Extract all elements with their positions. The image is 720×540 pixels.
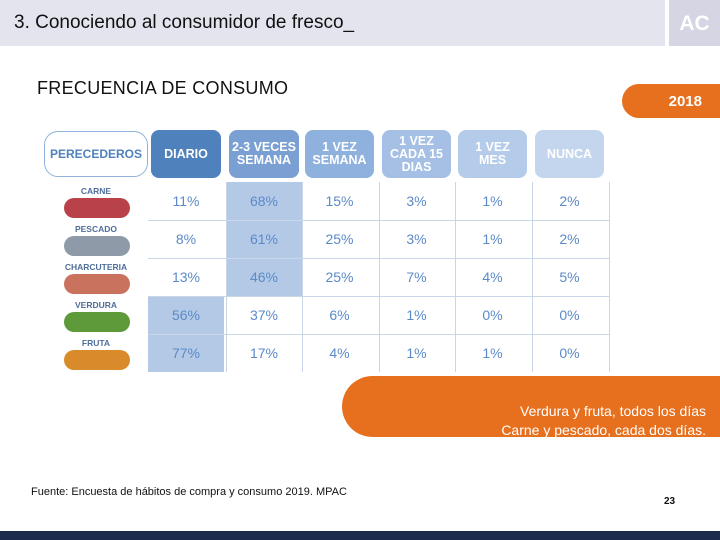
section-title: FRECUENCIA DE CONSUMO: [37, 78, 289, 98]
header-bar: 3. Conociendo al consumidor de fresco_: [0, 0, 665, 46]
logo: AC: [669, 0, 720, 46]
table-cell: 37%: [249, 307, 279, 323]
table-cell: 17%: [249, 345, 279, 361]
table-cell: 25%: [325, 269, 354, 285]
food-image: [64, 312, 130, 332]
note-line-1: Verdura y fruta, todos los días: [520, 403, 706, 419]
table-cell: 2%: [559, 231, 580, 247]
table-cell: 3%: [406, 231, 427, 247]
table-cell: 7%: [406, 269, 427, 285]
table-cell: 0%: [482, 307, 503, 323]
table-cell: 4%: [482, 269, 503, 285]
source-text: Fuente: Encuesta de hábitos de compra y …: [31, 486, 347, 498]
grid-line: [148, 220, 610, 221]
grid-line: [379, 182, 380, 372]
grid-line: [609, 182, 610, 372]
table-cell: 1%: [482, 193, 503, 209]
column-header: 1 VEZ CADA 15 DIAS: [382, 130, 451, 178]
grid-line: [532, 182, 533, 372]
column-header: DIARIO: [151, 130, 221, 178]
grid-line: [148, 258, 610, 259]
table-cell: 0%: [559, 345, 580, 361]
year-label: 2018: [668, 93, 702, 110]
logo-text: AC: [679, 12, 710, 35]
grid-line: [455, 182, 456, 372]
column-header: 2-3 VECES SEMANA: [229, 130, 299, 178]
table-cell: 13%: [171, 269, 201, 285]
table-cell: 1%: [482, 345, 503, 361]
table-cell: 61%: [226, 220, 302, 258]
category-header: PERECEDEROS: [44, 131, 148, 177]
table-cell: 11%: [172, 193, 200, 209]
table-cell: 46%: [226, 258, 302, 296]
page-number: 23: [664, 496, 676, 507]
column-header: 1 VEZ MES: [458, 130, 527, 178]
table-cell: 1%: [482, 231, 503, 247]
page-title: 3. Conociendo al consumidor de fresco_: [14, 12, 355, 33]
food-image: [64, 236, 130, 256]
year-badge: 2018: [622, 84, 720, 118]
food-image: [64, 198, 130, 218]
row-label: VERDURA: [74, 300, 118, 310]
table-cell: 56%: [148, 296, 224, 334]
grid-line: [226, 182, 227, 372]
table-cell: 0%: [559, 307, 580, 323]
table-cell: 5%: [559, 269, 580, 285]
column-header: 1 VEZ SEMANA: [305, 130, 374, 178]
column-header: NUNCA: [535, 130, 604, 178]
table-cell: 1%: [406, 307, 427, 323]
table-cell: 25%: [325, 231, 354, 247]
table-cell: 77%: [148, 334, 224, 372]
table-cell: 15%: [325, 193, 354, 209]
table-cell: 2%: [559, 193, 580, 209]
table-cell: 6%: [329, 307, 350, 323]
row-label: PESCADO: [74, 224, 118, 234]
table-cell: 68%: [226, 182, 302, 220]
table-cell: 3%: [406, 193, 427, 209]
grid-line: [148, 296, 610, 297]
food-image: [64, 274, 130, 294]
table-cell: 8%: [175, 231, 197, 247]
row-label: CHARCUTERIA: [64, 262, 128, 272]
highlight-note: Verdura y fruta, todos los días Carne y …: [342, 376, 720, 438]
category-header-label: PERECEDEROS: [49, 147, 143, 161]
row-label: CARNE: [80, 186, 112, 196]
table-cell: 1%: [406, 345, 427, 361]
grid-line: [302, 182, 303, 372]
food-image: [64, 350, 130, 370]
grid-line: [148, 334, 610, 335]
row-label: FRUTA: [81, 338, 111, 348]
table-cell: 4%: [329, 345, 350, 361]
footer-bar: [0, 531, 720, 540]
note-line-2: Carne y pescado, cada dos días.: [501, 422, 706, 438]
